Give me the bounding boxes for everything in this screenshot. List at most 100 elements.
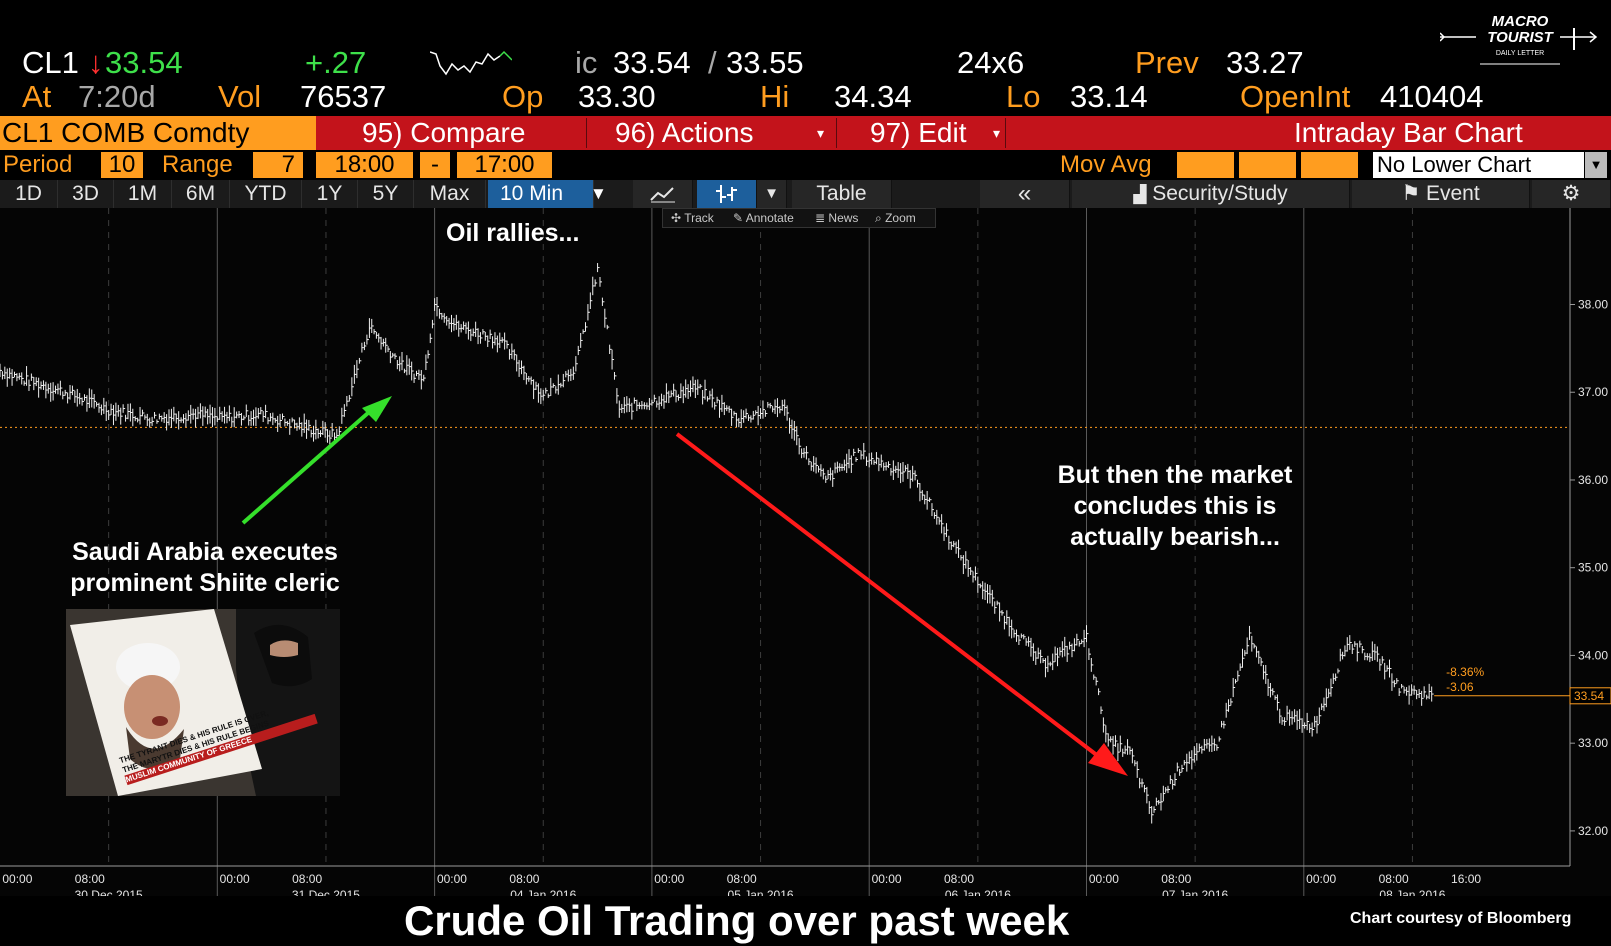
price-bar	[1188, 751, 1192, 764]
price-bar	[129, 403, 133, 422]
price-bar	[781, 399, 785, 411]
chart-name: Intraday Bar Chart	[1294, 117, 1523, 148]
price-bar	[545, 387, 548, 394]
price-bar	[907, 463, 910, 479]
price-bar	[411, 361, 414, 381]
price-bar	[137, 417, 140, 423]
tab-6m[interactable]: 6M	[172, 180, 230, 208]
price-bar	[885, 461, 889, 471]
tab-1y[interactable]: 1Y	[302, 180, 358, 208]
price-bar	[504, 332, 507, 350]
period-input[interactable]: 10	[101, 152, 143, 178]
track-label: Track	[684, 211, 714, 225]
price-bar	[1246, 637, 1250, 655]
event-button[interactable]: ⚑ Event	[1352, 180, 1530, 208]
toolbar-divider	[836, 118, 837, 148]
mov-avg-input-2[interactable]	[1239, 152, 1296, 178]
price-bar	[1289, 709, 1292, 726]
price-bar	[380, 336, 384, 350]
lower-chart-select[interactable]: No Lower Chart	[1373, 152, 1584, 178]
price-bar	[733, 411, 736, 416]
chevron-down-icon[interactable]: ▼	[757, 180, 787, 208]
price-bar	[801, 448, 804, 459]
price-bar	[641, 401, 644, 410]
pencil-icon: ✎	[733, 211, 744, 225]
price-bar	[192, 408, 196, 420]
news-icon: ≣	[815, 211, 826, 225]
price-bar	[796, 426, 799, 446]
security-study-button[interactable]: ▟ Security/Study	[1072, 180, 1350, 208]
tab-ytd[interactable]: YTD	[230, 180, 302, 208]
price-bar	[401, 351, 405, 371]
line-chart-button[interactable]	[633, 180, 693, 208]
x-tick-label: 00:00	[2, 872, 32, 886]
price-bar	[86, 395, 89, 412]
chart-tabs-bar: 1D 3D 1M 6M YTD 1Y 5Y Max 10 Min ▼ ▼ Tab…	[0, 180, 1611, 208]
price-bar	[750, 415, 753, 423]
range-input[interactable]: 7	[253, 152, 303, 178]
price-bar	[921, 490, 925, 501]
price-bar	[451, 314, 454, 333]
price-bar	[711, 388, 715, 408]
tab-3d[interactable]: 3D	[58, 180, 114, 208]
tab-1d[interactable]: 1D	[0, 180, 58, 208]
price-bar	[501, 337, 505, 343]
price-bar	[769, 402, 773, 409]
price-bar	[378, 333, 381, 343]
mov-avg-input-3[interactable]	[1301, 152, 1358, 178]
news-tool[interactable]: ≣ News	[815, 209, 858, 227]
price-bar	[883, 462, 886, 471]
security-field[interactable]: CL1 COMB Comdty	[0, 116, 316, 150]
price-bar	[817, 465, 821, 473]
collapse-button[interactable]: «	[980, 180, 1070, 208]
tab-5y[interactable]: 5Y	[358, 180, 414, 208]
tab-max[interactable]: Max	[414, 180, 486, 208]
edit-button[interactable]: 97) Edit	[870, 117, 967, 148]
bar-chart-button[interactable]	[697, 180, 757, 208]
price-bar	[1304, 722, 1307, 729]
zoom-tool[interactable]: ⌕ Zoom	[875, 209, 916, 227]
price-bar	[528, 375, 531, 382]
interval-select[interactable]: 10 Min	[488, 180, 594, 208]
gear-icon[interactable]: ⚙	[1532, 180, 1611, 208]
price-bar	[260, 407, 263, 415]
price-bar	[776, 398, 780, 418]
price-bar	[151, 416, 155, 426]
compare-button[interactable]: 95) Compare	[362, 117, 526, 148]
quote-ask: 33.55	[726, 45, 804, 80]
x-tick-label: 00:00	[1089, 872, 1119, 886]
table-button[interactable]: Table	[792, 180, 892, 208]
price-bar	[764, 410, 768, 417]
x-date-label: 07 Jan 2016	[1162, 888, 1228, 896]
end-time-input[interactable]: 17:00	[457, 152, 552, 178]
tab-1m[interactable]: 1M	[114, 180, 172, 208]
track-tool[interactable]: ✣ Track	[671, 209, 714, 227]
openint-value: 410404	[1380, 79, 1484, 114]
mov-avg-input-1[interactable]	[1177, 152, 1234, 178]
price-bar	[594, 279, 598, 287]
price-bar	[436, 297, 440, 317]
price-bar	[324, 422, 328, 438]
price-bar	[868, 453, 872, 468]
price-bar	[178, 411, 181, 430]
chevron-down-icon[interactable]: ▼	[1585, 152, 1607, 178]
price-bar	[813, 456, 816, 472]
price-bar	[363, 341, 367, 351]
price-bar	[277, 415, 280, 432]
price-bar	[716, 396, 720, 404]
price-bar	[1165, 787, 1168, 793]
x-date-label: 08 Jan 2016	[1379, 888, 1445, 896]
price-bar	[926, 490, 930, 510]
price-bar	[1131, 748, 1135, 764]
price-bar	[1143, 784, 1147, 793]
price-bar	[1408, 685, 1412, 705]
price-bar	[1428, 683, 1432, 700]
price-bar	[1110, 736, 1113, 743]
annotate-tool[interactable]: ✎ Annotate	[733, 209, 794, 227]
price-bar	[1413, 685, 1417, 695]
actions-button[interactable]: 96) Actions	[615, 117, 754, 148]
price-bar	[1401, 683, 1404, 689]
price-bar	[385, 337, 388, 353]
price-bar	[238, 410, 242, 419]
start-time-input[interactable]: 18:00	[316, 152, 413, 178]
